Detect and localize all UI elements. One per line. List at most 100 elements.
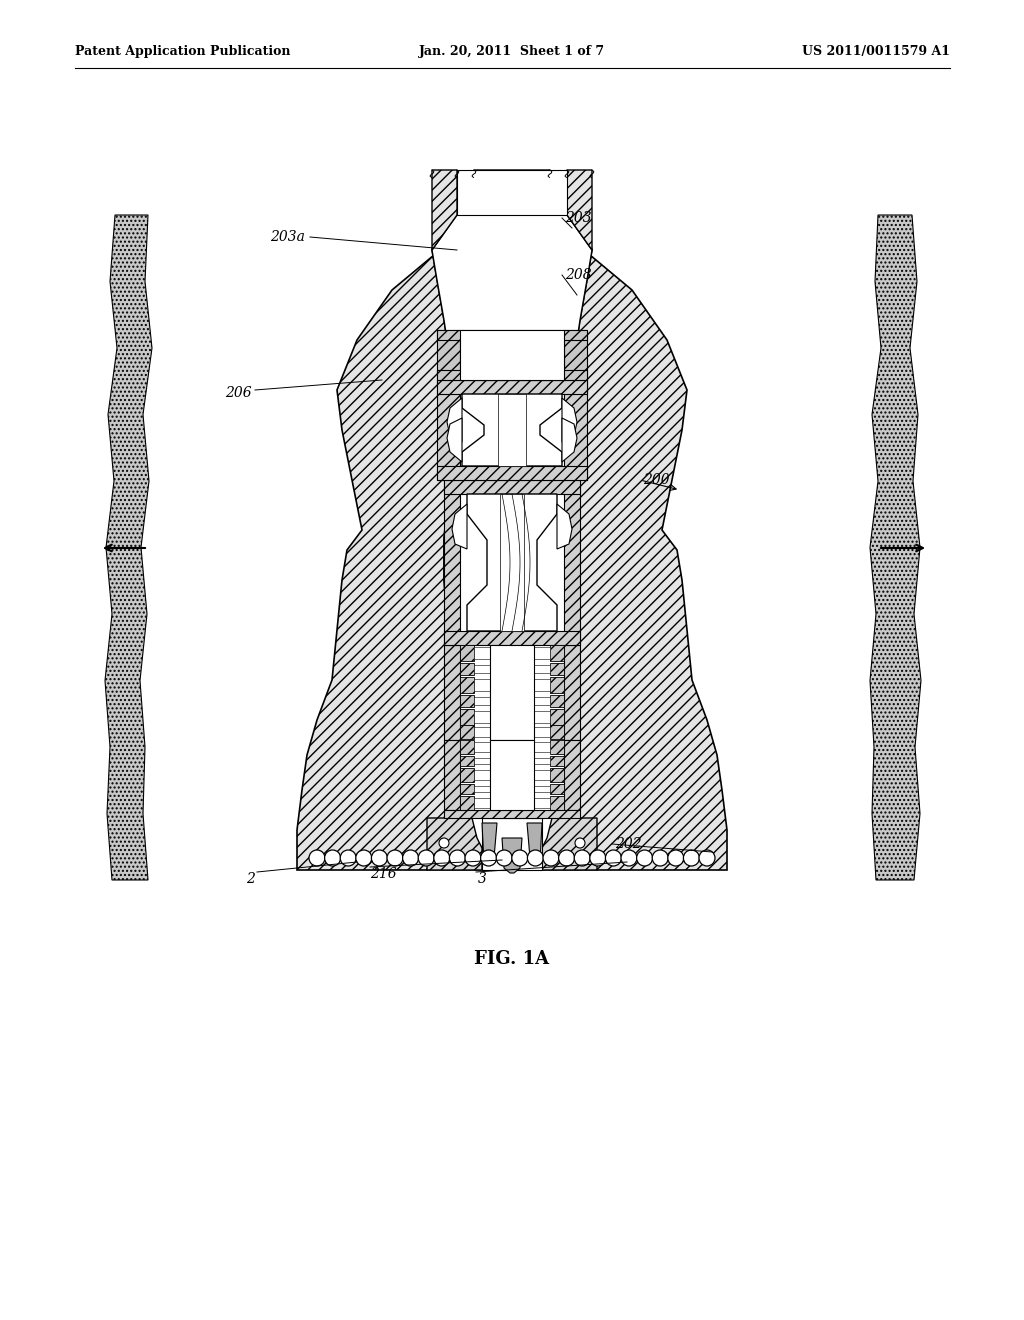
Circle shape — [652, 850, 669, 866]
Circle shape — [543, 850, 559, 866]
Text: 2: 2 — [246, 873, 255, 886]
Circle shape — [402, 850, 419, 866]
Polygon shape — [550, 709, 564, 725]
Polygon shape — [550, 170, 727, 870]
Polygon shape — [460, 768, 474, 781]
Polygon shape — [474, 770, 550, 780]
Polygon shape — [460, 709, 474, 725]
Polygon shape — [550, 768, 564, 781]
Circle shape — [497, 850, 512, 866]
Polygon shape — [474, 727, 550, 737]
Text: 206: 206 — [225, 385, 252, 400]
Polygon shape — [498, 393, 526, 466]
Polygon shape — [444, 631, 580, 645]
Circle shape — [355, 850, 372, 866]
Polygon shape — [564, 741, 580, 810]
Text: Jan. 20, 2011  Sheet 1 of 7: Jan. 20, 2011 Sheet 1 of 7 — [419, 45, 605, 58]
Polygon shape — [460, 796, 474, 810]
Circle shape — [465, 850, 481, 866]
Circle shape — [340, 850, 356, 866]
Polygon shape — [452, 504, 467, 549]
Polygon shape — [490, 741, 534, 810]
Polygon shape — [562, 399, 577, 442]
Polygon shape — [437, 330, 587, 341]
Polygon shape — [527, 822, 542, 863]
Polygon shape — [482, 822, 497, 863]
Text: 203a: 203a — [270, 230, 305, 244]
Polygon shape — [297, 170, 474, 870]
Polygon shape — [550, 741, 564, 754]
Polygon shape — [474, 742, 550, 752]
Polygon shape — [870, 215, 921, 880]
Text: US 2011/0011579 A1: US 2011/0011579 A1 — [802, 45, 950, 58]
Polygon shape — [467, 494, 557, 631]
Polygon shape — [427, 170, 597, 870]
Polygon shape — [460, 330, 564, 380]
Polygon shape — [460, 741, 474, 754]
Polygon shape — [460, 696, 474, 708]
Polygon shape — [564, 480, 580, 645]
Text: Patent Application Publication: Patent Application Publication — [75, 45, 291, 58]
Circle shape — [683, 850, 699, 866]
Circle shape — [434, 850, 450, 866]
Polygon shape — [474, 711, 550, 723]
Polygon shape — [474, 785, 550, 792]
Text: 203: 203 — [565, 211, 592, 224]
Polygon shape — [457, 170, 567, 215]
Polygon shape — [564, 380, 587, 480]
Polygon shape — [444, 480, 460, 645]
Polygon shape — [460, 677, 474, 693]
Polygon shape — [562, 418, 577, 462]
Polygon shape — [550, 663, 564, 675]
Polygon shape — [542, 818, 597, 870]
Circle shape — [668, 850, 684, 866]
Circle shape — [387, 850, 403, 866]
Circle shape — [372, 850, 387, 866]
Polygon shape — [482, 818, 542, 870]
Polygon shape — [550, 796, 564, 810]
Polygon shape — [550, 696, 564, 708]
Text: 200: 200 — [643, 473, 670, 487]
Polygon shape — [474, 758, 550, 764]
Polygon shape — [500, 494, 524, 631]
Polygon shape — [564, 645, 580, 741]
Polygon shape — [474, 799, 550, 808]
Polygon shape — [460, 784, 474, 795]
Polygon shape — [437, 370, 587, 380]
Polygon shape — [447, 399, 462, 442]
Polygon shape — [474, 665, 550, 673]
Polygon shape — [460, 756, 474, 766]
Text: FIG. 1A: FIG. 1A — [474, 950, 550, 968]
Polygon shape — [437, 380, 460, 480]
Polygon shape — [444, 645, 460, 741]
Polygon shape — [427, 818, 482, 870]
Circle shape — [480, 850, 497, 866]
Polygon shape — [444, 810, 580, 818]
Polygon shape — [444, 480, 580, 494]
Polygon shape — [474, 697, 550, 705]
Circle shape — [590, 850, 606, 866]
Circle shape — [605, 850, 622, 866]
Circle shape — [559, 850, 574, 866]
Text: 216: 216 — [370, 867, 396, 880]
Circle shape — [439, 838, 449, 847]
Circle shape — [527, 850, 544, 866]
Circle shape — [637, 850, 652, 866]
Polygon shape — [437, 380, 587, 393]
Polygon shape — [567, 170, 592, 249]
Polygon shape — [557, 504, 572, 549]
Polygon shape — [460, 725, 474, 739]
Polygon shape — [444, 741, 460, 810]
Circle shape — [574, 850, 590, 866]
Polygon shape — [460, 645, 474, 661]
Polygon shape — [550, 677, 564, 693]
Circle shape — [512, 850, 527, 866]
Polygon shape — [490, 645, 534, 741]
Circle shape — [575, 838, 585, 847]
Polygon shape — [474, 678, 550, 690]
Polygon shape — [474, 647, 550, 659]
Polygon shape — [550, 645, 564, 661]
Polygon shape — [437, 330, 460, 380]
Polygon shape — [564, 330, 587, 380]
Circle shape — [699, 850, 715, 866]
